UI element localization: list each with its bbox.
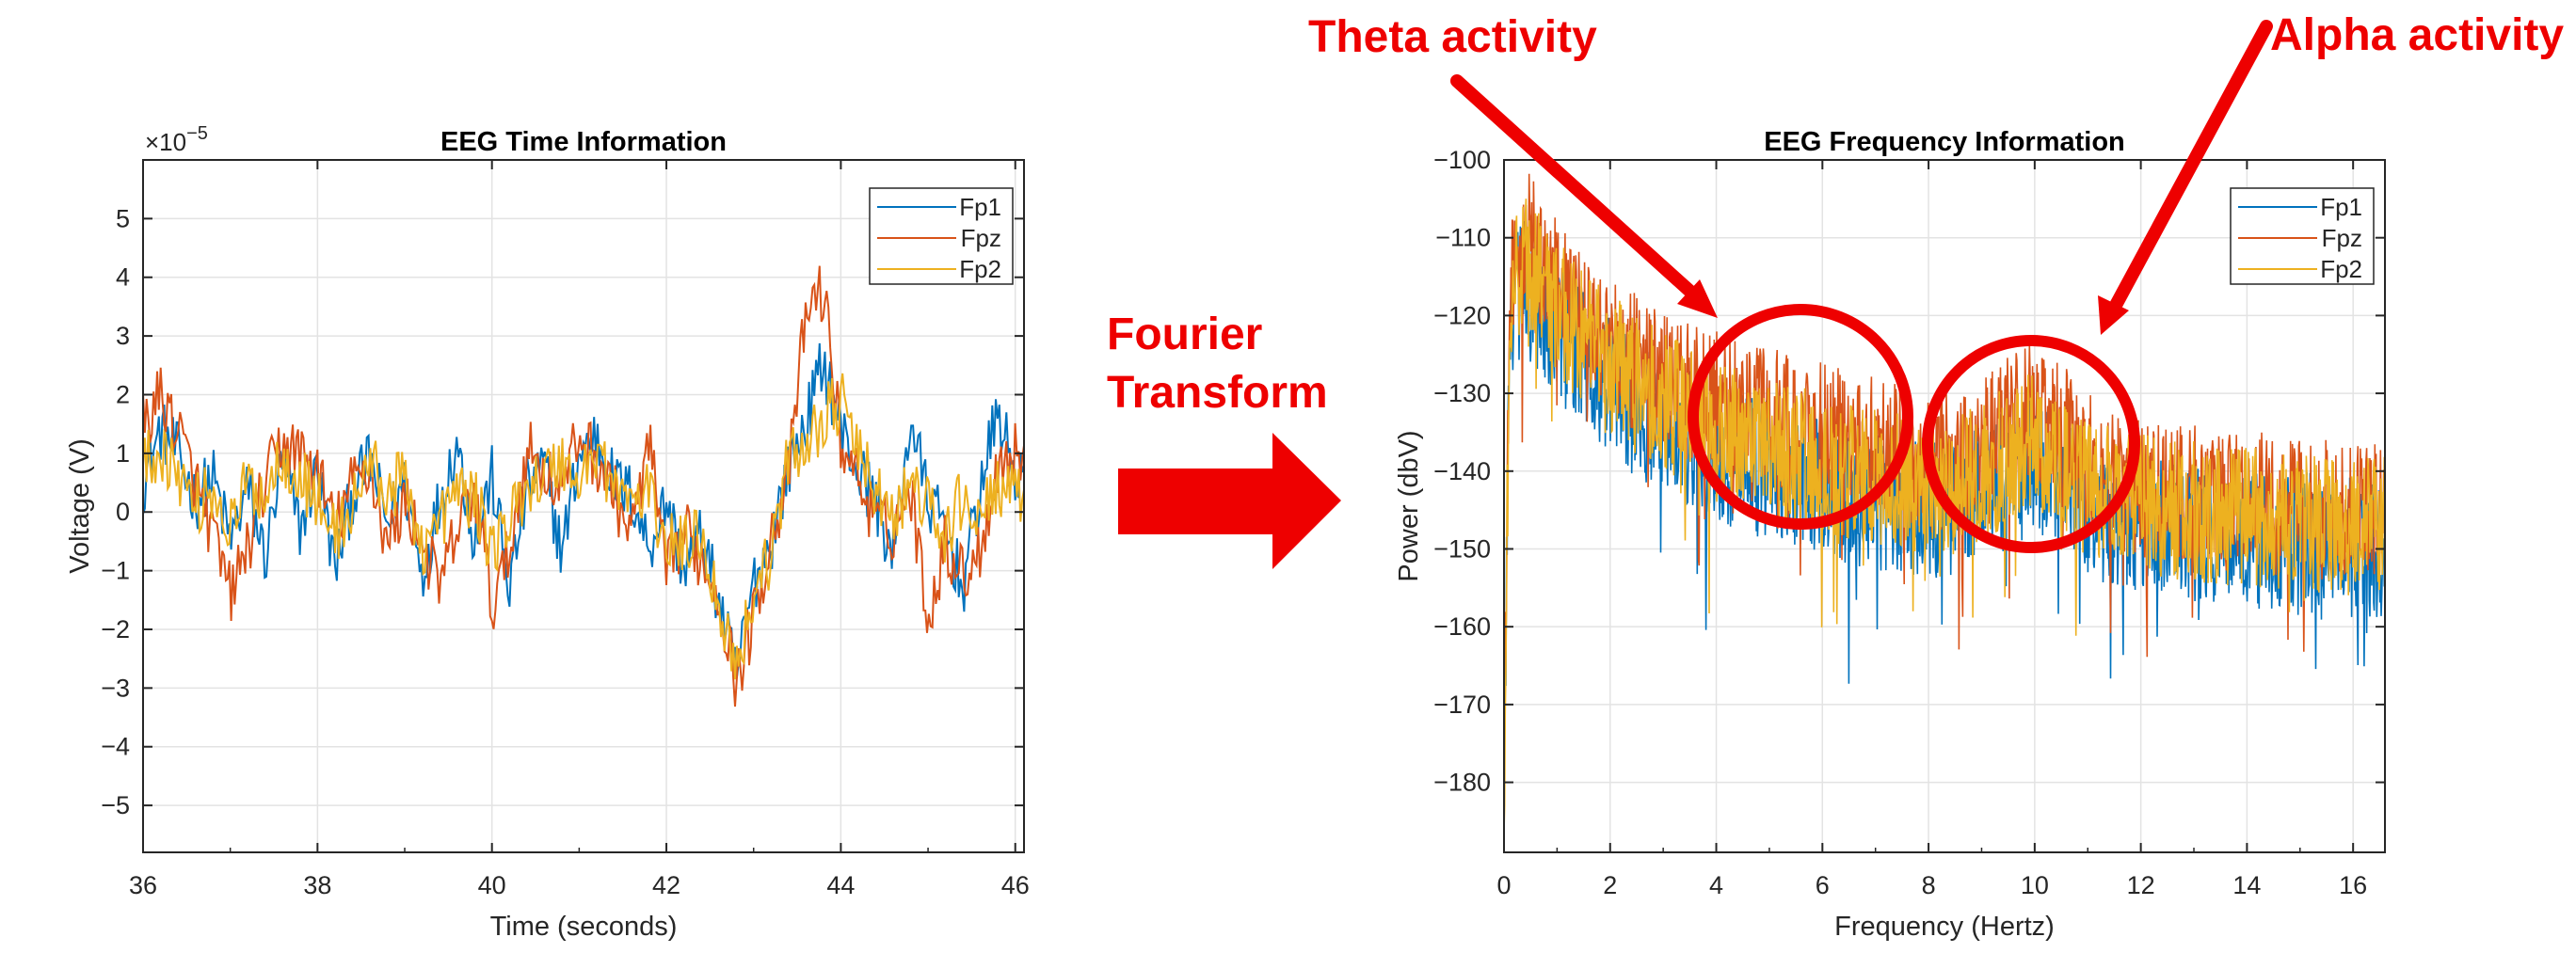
y-tick-label: −110 [1435,224,1491,252]
time-domain-chart: 36 38 40 42 44 46 −5 −4 −3 −2 −1 0 1 2 3 4 5 EEG Time Inf… [65,123,1030,942]
series-line-fp2 [1504,199,2385,833]
y-tick-label: −100 [1433,146,1491,174]
x-tick-label: 8 [1922,871,1936,899]
y-tick-label: −4 [101,733,130,761]
theta-pointer-arrow-icon [1450,74,1718,318]
y-tick-label: −150 [1433,534,1491,563]
y-tick-label: −120 [1433,301,1491,329]
y-tick-label: −5 [101,791,130,819]
y-tick-label: 5 [116,204,130,232]
theta-highlight-circle [1688,304,1913,530]
y-axis-label: Voltage (V) [65,438,95,573]
fourier-transform-label: Fourier Transform [1107,306,1328,422]
y-tick-label: −130 [1433,379,1491,407]
legend-label-fp1: Fp1 [959,193,1001,221]
x-tick-label: 46 [1001,871,1030,899]
x-tick-label: 4 [1709,871,1723,899]
x-tick-label: 0 [1496,871,1511,899]
y-axis-label: Power (dbV) [1394,430,1424,581]
x-tick-label: 14 [2232,871,2261,899]
y-tick-label: 2 [116,380,130,408]
alpha-highlight-circle [1922,335,2140,553]
y-tick-label: −180 [1433,769,1491,797]
chart-title: EEG Time Information [440,127,727,157]
frequency-domain-chart: 0 2 4 6 8 10 12 14 16 −100 −110 −120 −130 −140 −150 −16… [1394,127,2386,942]
x-tick-label: 38 [303,871,331,899]
x-tick-label: 42 [652,871,680,899]
alpha-pointer-arrow-icon [2098,20,2273,335]
x-tick-label: 6 [1816,871,1830,899]
y-axis-exponent: ×10−5 [145,123,208,156]
y-tick-label: 0 [116,498,130,526]
legend-label-fp2: Fp2 [959,255,1001,283]
fourier-transform-line1: Fourier [1107,310,1263,359]
axes-box [1503,159,2386,853]
y-tick-label: −160 [1433,612,1491,641]
fourier-transform-line2: Transform [1107,368,1328,418]
x-axis-label: Frequency (Hertz) [1834,912,2055,942]
y-tick-label: −140 [1433,457,1491,485]
x-tick-label: 12 [2127,871,2155,899]
legend: Fp1 Fpz Fp2 [869,187,1014,285]
x-tick-label: 40 [478,871,506,899]
x-tick-label: 44 [826,871,855,899]
axes-box [142,159,1025,853]
legend-label-fp2: Fp2 [2320,255,2362,283]
x-tick-label: 2 [1603,871,1617,899]
legend-label-fpz: Fpz [2322,224,2362,252]
y-tick-label: 3 [116,322,130,350]
legend: Fp1 Fpz Fp2 [2230,187,2375,285]
series-line-fpz [143,265,1024,707]
x-axis-label: Time (seconds) [490,912,678,942]
y-tick-label: −1 [101,557,130,585]
chart-title: EEG Frequency Information [1764,127,2125,157]
y-tick-label: −2 [101,615,130,643]
theta-activity-label: Theta activity [1308,12,1597,62]
legend-label-fpz: Fpz [961,224,1001,252]
y-tick-label: 1 [116,439,130,468]
series-line-fp2 [143,373,1024,680]
y-tick-label: −3 [101,674,130,702]
y-tick-label: −170 [1433,691,1491,719]
x-tick-label: 10 [2021,871,2049,899]
y-tick-label: 4 [116,263,130,292]
x-tick-label: 36 [129,871,157,899]
x-tick-label: 16 [2339,871,2367,899]
alpha-activity-label: Alpha activity [2270,10,2565,60]
legend-label-fp1: Fp1 [2320,193,2362,221]
transform-arrow-icon [1118,433,1341,569]
